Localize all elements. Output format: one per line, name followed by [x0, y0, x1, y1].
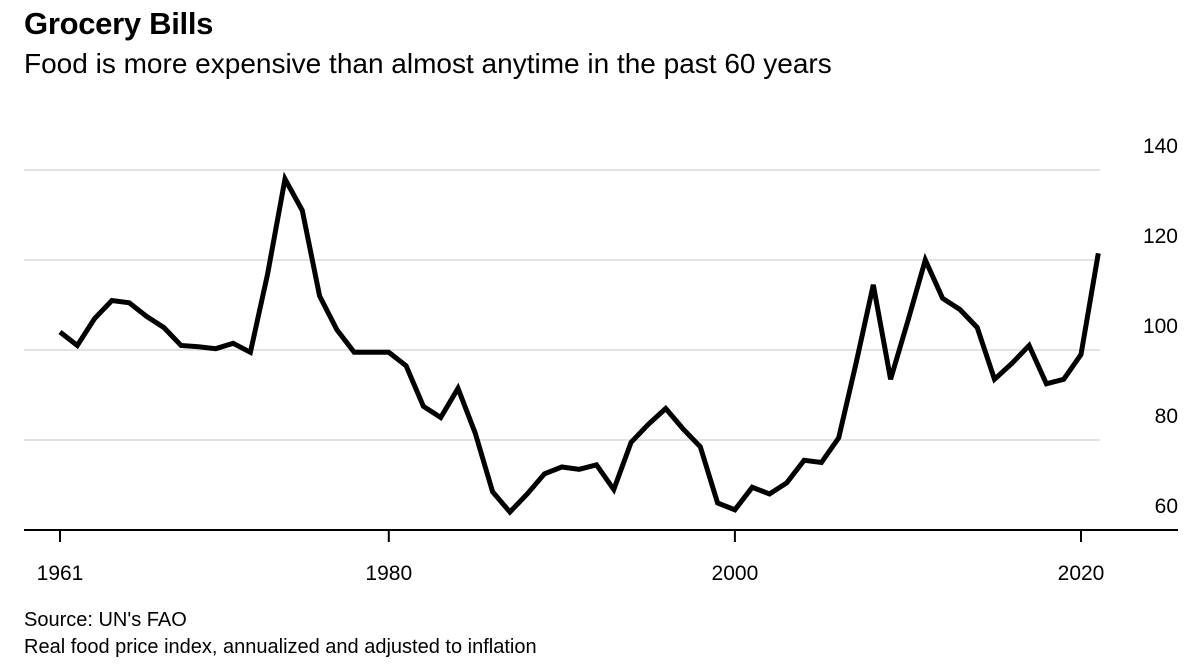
- data-point-1982: [421, 404, 426, 409]
- data-point-1994: [629, 440, 634, 445]
- data-point-2004: [802, 458, 807, 463]
- data-point-1992: [594, 462, 599, 467]
- data-point-1981: [404, 363, 409, 368]
- data-point-2020: [1079, 352, 1084, 357]
- y-axis-tick-labels: 60 80 100 120 140: [1143, 135, 1178, 518]
- gridlines: [24, 169, 1100, 441]
- y-tick-label-60: 60: [1155, 495, 1178, 518]
- source-note: Source: UN's FAO: [24, 609, 187, 631]
- data-point-1989: [542, 471, 547, 476]
- data-point-1962: [75, 343, 80, 348]
- y-tick-label-140: 140: [1143, 135, 1178, 158]
- data-point-1995: [646, 422, 651, 427]
- data-point-1987: [507, 510, 512, 515]
- data-point-2019: [1061, 377, 1066, 382]
- y-tick-label-80: 80: [1155, 405, 1178, 428]
- data-point-1963: [92, 316, 97, 321]
- data-point-1990: [559, 465, 564, 470]
- data-point-1979: [369, 350, 374, 355]
- data-point-1975: [300, 208, 305, 213]
- data-point-2008: [871, 282, 876, 287]
- data-point-1980: [386, 350, 391, 355]
- data-point-1972: [248, 350, 253, 355]
- data-point-1993: [611, 487, 616, 492]
- data-point-1988: [525, 492, 530, 497]
- data-point-1965: [127, 300, 132, 305]
- data-point-2013: [957, 307, 962, 312]
- data-point-1964: [109, 298, 114, 303]
- data-point-1991: [577, 467, 582, 472]
- data-point-2016: [1009, 361, 1014, 366]
- data-point-1986: [490, 489, 495, 494]
- data-point-2006: [836, 435, 841, 440]
- methodology-note: Real food price index, annualized and ad…: [24, 636, 537, 658]
- data-point-1997: [681, 426, 686, 431]
- x-axis-ticks: 1961 1980 2000 2020: [37, 530, 1105, 585]
- data-point-2007: [854, 361, 859, 366]
- data-point-2009: [888, 377, 893, 382]
- chart-title: Grocery Bills: [24, 6, 214, 41]
- data-point-2001: [750, 485, 755, 490]
- series-line: [58, 171, 1101, 516]
- data-point-1970: [213, 346, 218, 351]
- data-point-2002: [767, 492, 772, 497]
- line-chart: 1961 1980 2000 2020 60 80 100 120 140: [24, 135, 1178, 585]
- data-point-1974: [283, 177, 288, 182]
- data-point-2021: [1096, 251, 1101, 256]
- data-point-2014: [975, 325, 980, 330]
- x-tick-label-2020: 2020: [1058, 562, 1105, 585]
- data-point-2000: [732, 507, 737, 512]
- data-point-1977: [334, 327, 339, 332]
- x-tick-label-2000: 2000: [712, 562, 759, 585]
- data-point-2005: [819, 460, 824, 465]
- x-tick-label-1980: 1980: [365, 562, 412, 585]
- data-point-2003: [784, 480, 789, 485]
- data-points: [58, 177, 1101, 515]
- data-point-1976: [317, 294, 322, 299]
- data-point-2017: [1027, 343, 1032, 348]
- data-point-1969: [196, 344, 201, 349]
- data-point-1996: [663, 406, 668, 411]
- data-point-1971: [231, 341, 236, 346]
- y-tick-label-100: 100: [1143, 315, 1178, 338]
- data-point-2010: [905, 318, 910, 323]
- data-point-2015: [992, 377, 997, 382]
- data-point-2011: [923, 258, 928, 263]
- data-point-1966: [144, 314, 149, 319]
- chart-subtitle: Food is more expensive than almost anyti…: [24, 48, 832, 79]
- data-point-1978: [352, 350, 357, 355]
- data-point-1961: [58, 330, 63, 335]
- y-tick-label-120: 120: [1143, 225, 1178, 248]
- data-point-2018: [1044, 381, 1049, 386]
- data-point-1998: [698, 444, 703, 449]
- data-point-2012: [940, 296, 945, 301]
- data-point-1984: [456, 386, 461, 391]
- data-point-1968: [179, 343, 184, 348]
- data-point-1967: [161, 325, 166, 330]
- x-tick-label-1961: 1961: [37, 562, 84, 585]
- data-point-1983: [438, 415, 443, 420]
- data-point-1973: [265, 271, 270, 276]
- data-point-1985: [473, 431, 478, 436]
- data-point-1999: [715, 501, 720, 506]
